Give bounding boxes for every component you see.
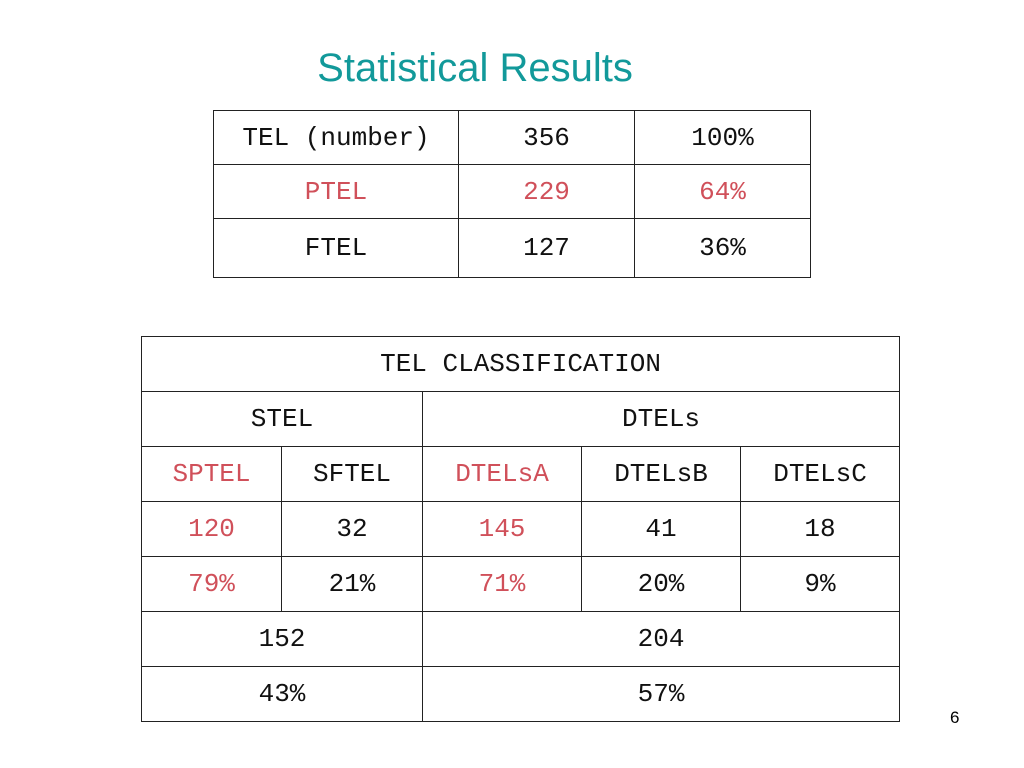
table-cell: TEL CLASSIFICATION xyxy=(140,336,901,392)
table-cell: 21% xyxy=(281,556,423,612)
table-cell: 145 xyxy=(422,501,582,557)
table-cell: 9% xyxy=(739,556,901,612)
table-cell: 71% xyxy=(422,556,582,612)
table-cell: 18 xyxy=(739,501,901,557)
table-cell: 79% xyxy=(141,556,282,612)
table-cell: DTELsB xyxy=(581,446,741,502)
table-row: TEL CLASSIFICATION xyxy=(140,336,901,392)
table-cell: 204 xyxy=(421,611,901,667)
table-row: 152 204 xyxy=(141,611,901,667)
table-cell: TEL (number) xyxy=(213,110,459,165)
table-cell: 356 xyxy=(458,110,635,165)
table-cell: DTELsC xyxy=(739,446,901,502)
table-cell: 32 xyxy=(281,501,423,557)
table-cell: SPTEL xyxy=(141,446,282,502)
table-cell: PTEL xyxy=(213,164,459,219)
table-row: SPTEL SFTEL DTELsA DTELsB DTELsC xyxy=(141,446,901,502)
table-cell: DTELs xyxy=(421,391,901,447)
table-row: STEL DTELs xyxy=(141,391,901,447)
slide-title: Statistical Results xyxy=(317,46,633,90)
summary-table: TEL (number) 356 100% PTEL 229 64% FTEL … xyxy=(213,110,811,278)
table-row: PTEL 229 64% xyxy=(213,164,811,219)
page-number: 6 xyxy=(950,708,960,727)
table-cell: STEL xyxy=(141,391,423,447)
table-cell: 229 xyxy=(458,164,635,219)
table-cell: 127 xyxy=(458,218,635,278)
table-cell: SFTEL xyxy=(281,446,423,502)
table-cell: 152 xyxy=(141,611,423,667)
table-cell: 120 xyxy=(141,501,282,557)
table-cell: 43% xyxy=(141,666,423,722)
table-cell: 41 xyxy=(581,501,741,557)
table-cell: 100% xyxy=(634,110,811,165)
table-cell: 36% xyxy=(634,218,811,278)
table-cell: 20% xyxy=(581,556,741,612)
table-row: 79% 21% 71% 20% 9% xyxy=(141,556,901,612)
classification-table: TEL CLASSIFICATION STEL DTELs SPTEL SFTE… xyxy=(140,336,901,722)
table-row: FTEL 127 36% xyxy=(213,218,811,278)
table-cell: FTEL xyxy=(213,218,459,278)
table-cell: 57% xyxy=(421,666,901,722)
table-row: 43% 57% xyxy=(141,666,901,722)
table-cell: DTELsA xyxy=(422,446,582,502)
table-row: 120 32 145 41 18 xyxy=(141,501,901,557)
table-cell: 64% xyxy=(634,164,811,219)
table-row: TEL (number) 356 100% xyxy=(213,110,811,165)
